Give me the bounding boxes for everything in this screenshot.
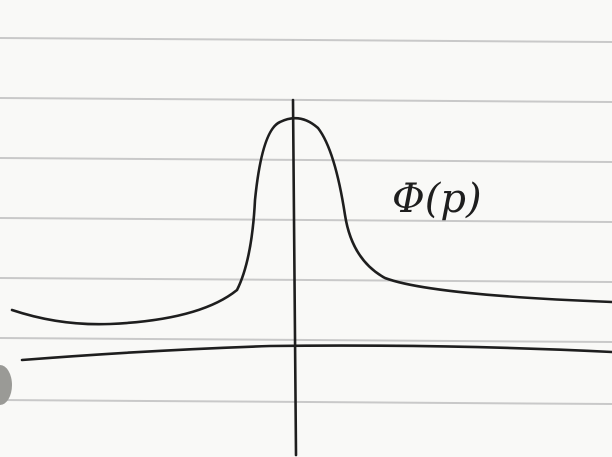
sketch: Φ(p)	[0, 0, 612, 457]
curve-label: Φ(p)	[392, 176, 482, 222]
page: Φ(p) (() => { const data = JSON.parse(do…	[0, 0, 612, 457]
paper	[0, 0, 612, 457]
